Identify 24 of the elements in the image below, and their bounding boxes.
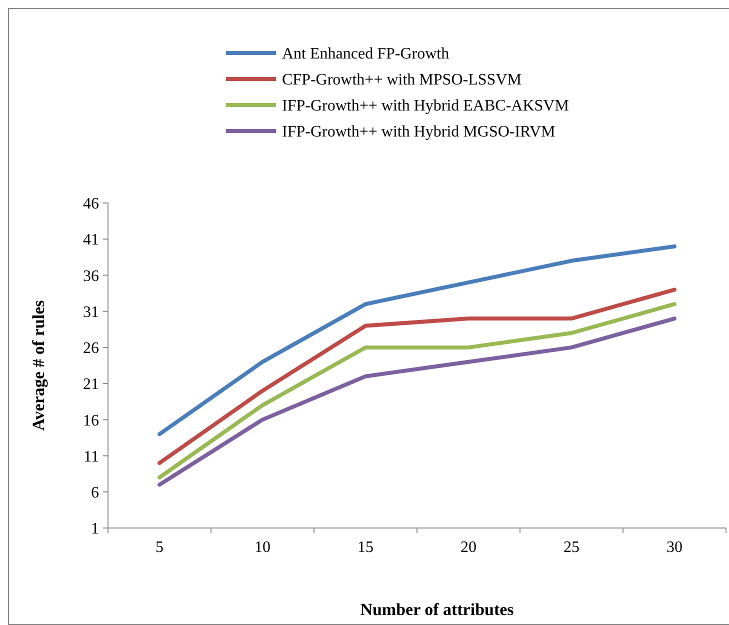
y-tick-label: 6 [91,484,99,502]
x-tick-label: 15 [358,539,374,556]
legend-label: IFP-Growth++ with Hybrid EABC-AKSVM [282,98,569,115]
legend-label: IFP-Growth++ with Hybrid MGSO-IRVM [282,124,556,141]
x-tick-label: 30 [666,539,682,556]
y-tick-label: 31 [83,304,99,321]
x-tick-label: 10 [254,539,270,556]
y-tick-label: 46 [83,196,99,213]
y-tick-label: 16 [83,412,99,430]
y-tick-label: 26 [83,340,99,358]
x-tick-label: 5 [156,539,164,556]
x-tick-label: 25 [564,539,580,556]
line-series [158,288,676,465]
y-tick-label: 21 [83,376,99,394]
line-series [158,244,676,436]
y-tick-label: 41 [83,232,99,249]
x-tick-label: 20 [460,539,476,556]
y-tick-label: 11 [84,448,99,466]
x-axis-title: Number of attributes [360,600,514,619]
legend-label: Ant Enhanced FP-Growth [282,46,450,63]
y-tick-label: 1 [91,520,99,538]
y-tick-label: 36 [83,268,99,285]
y-axis-title: Average # of rules [29,300,48,431]
legend-label: CFP-Growth++ with MPSO-LSSVM [282,72,522,89]
